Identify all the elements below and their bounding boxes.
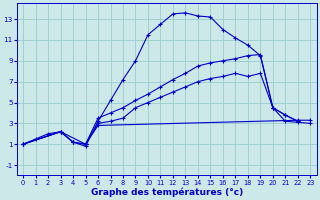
X-axis label: Graphe des températures (°c): Graphe des températures (°c): [91, 187, 243, 197]
